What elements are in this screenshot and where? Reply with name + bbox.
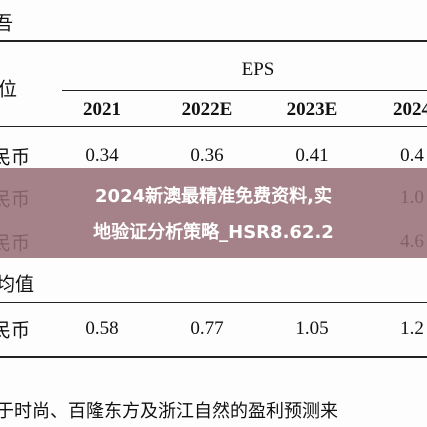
row-label: 民币 [0, 147, 31, 169]
cell: 0.34 [85, 145, 119, 166]
cell: 0.58 [85, 318, 119, 339]
group-header: EPS [241, 59, 275, 80]
banner-line: 2024新澳最精准免费资料,实 [95, 186, 332, 207]
rule [0, 356, 427, 358]
cell: 0.36 [190, 145, 224, 166]
cell: 0.4 [400, 145, 424, 166]
column-header: 2021 [83, 99, 121, 120]
column-header: 2023E [286, 99, 338, 120]
row-label: 民币 [0, 320, 31, 342]
unit-label: 位 [0, 79, 18, 101]
rule [62, 90, 427, 91]
rule [0, 302, 427, 303]
cell: 0.41 [295, 145, 329, 166]
column-header: 2022E [181, 99, 233, 120]
cell: 0.77 [190, 318, 224, 339]
section-label: 均值 [0, 274, 35, 296]
corner-text: 吾 [0, 13, 14, 35]
banner-line: 地验证分析策略_HSR8.62.2 [93, 222, 334, 243]
column-header: 2024 [393, 99, 427, 120]
cell: 1.05 [295, 318, 329, 339]
footer-text: 于时尚、百隆东方及浙江自然的盈利预测来 [0, 401, 338, 421]
cell: 1.2 [400, 318, 424, 339]
banner: 2024新澳最精准免费资料,实 地验证分析策略_HSR8.62.2 [0, 168, 427, 258]
rule [0, 126, 427, 127]
rule [0, 40, 427, 42]
